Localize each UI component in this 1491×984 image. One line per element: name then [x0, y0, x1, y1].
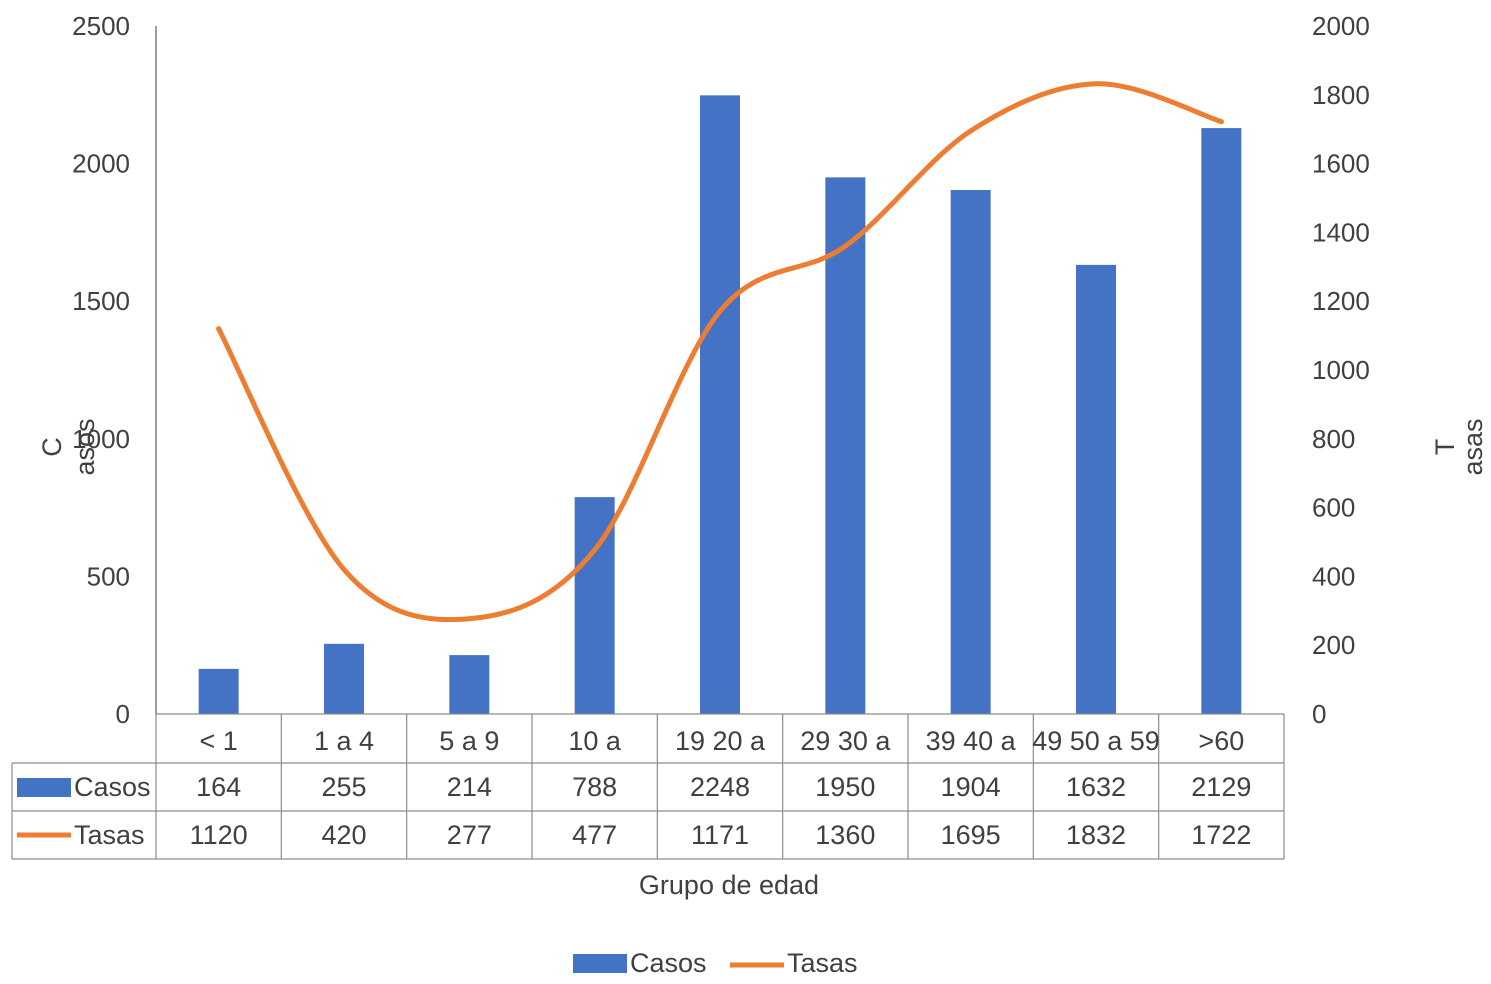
y-right-tick-label: 2000	[1312, 11, 1370, 41]
x-category-label: < 1	[200, 726, 238, 756]
table-cell-casos: 1950	[815, 772, 875, 802]
table-key-casos	[17, 778, 71, 797]
bar-series-casos	[198, 95, 1242, 715]
y-right-tick-label: 800	[1312, 424, 1355, 454]
table-cell-casos: 255	[321, 772, 366, 802]
svg-text:asas: asas	[1458, 418, 1488, 475]
legend-label-tasas: Tasas	[787, 948, 858, 978]
y-right-tick-label: 1600	[1312, 149, 1370, 179]
y-left-tick-label: 2000	[72, 149, 130, 179]
table-cell-tasas: 1695	[941, 820, 1001, 850]
table-cell-casos: 164	[196, 772, 241, 802]
y-right-tick-label: 600	[1312, 493, 1355, 523]
y-left-tick-label: 0	[116, 699, 130, 729]
y-left-axis-title: C asos	[37, 418, 100, 475]
point-tasas	[968, 128, 974, 134]
y-right-tick-label: 0	[1312, 699, 1326, 729]
y-right-tick-label: 1000	[1312, 355, 1370, 385]
x-category-label: >60	[1198, 726, 1244, 756]
x-category-label: 49 50 a 59	[1032, 726, 1160, 756]
bar-casos	[950, 190, 991, 715]
bar-casos	[324, 643, 364, 714]
bar-casos	[1076, 264, 1116, 714]
x-category-label: 19 20 a	[675, 726, 766, 756]
y-right-tick-label: 1800	[1312, 80, 1370, 110]
line-series-tasas	[216, 81, 1224, 623]
table-cell-casos: 1904	[941, 772, 1001, 802]
svg-text:T: T	[1430, 439, 1460, 456]
point-tasas	[1218, 119, 1224, 125]
table-cell-tasas: 1722	[1191, 820, 1251, 850]
svg-text:C: C	[37, 437, 67, 457]
y-left-tick-label: 1000	[72, 424, 130, 454]
y-right-axis-title: T asas	[1430, 418, 1488, 475]
point-tasas	[592, 547, 598, 553]
table-cell-casos: 1632	[1066, 772, 1126, 802]
table-cell-tasas: 420	[321, 820, 366, 850]
y-right-tick-label: 1200	[1312, 286, 1370, 316]
table-cell-tasas: 277	[447, 820, 492, 850]
bar-casos	[700, 95, 740, 714]
axes: 0 500 1000 1500 2000 2500 0 200 400 600 800 1000 120…	[72, 11, 1370, 729]
table-cell-casos: 2129	[1191, 772, 1251, 802]
x-category-label: 10 a	[568, 726, 622, 756]
table-cell-tasas: 1832	[1066, 820, 1126, 850]
y-left-tick-label: 2500	[72, 11, 130, 41]
point-tasas	[341, 567, 347, 573]
x-category-label: 1 a 4	[314, 726, 374, 756]
bar-casos	[198, 668, 239, 714]
y-right-tick-label: 400	[1312, 561, 1355, 591]
y-right-tick-label: 200	[1312, 630, 1355, 660]
table-cell-casos: 2248	[690, 772, 750, 802]
data-table: < 1 1 a 4 5 a 9 10 a 19 20 a 29 30 a 39 40 a 49…	[11, 713, 1285, 860]
table-cell-tasas: 1360	[815, 820, 875, 850]
table-cell-tasas: 477	[572, 820, 617, 850]
x-category-label: 29 30 a	[800, 726, 891, 756]
y-right-tick-label: 1400	[1312, 217, 1370, 247]
bar-casos	[825, 177, 866, 715]
legend: Casos Tasas	[573, 948, 858, 978]
x-category-label: 39 40 a	[926, 726, 1017, 756]
legend-swatch-casos	[573, 954, 627, 973]
line-tasas	[216, 81, 1224, 623]
table-cell-tasas: 1120	[190, 820, 248, 850]
table-cell-tasas: 1171	[691, 820, 749, 850]
table-cell-casos: 788	[572, 772, 617, 802]
table-row-header-tasas: Tasas	[74, 820, 145, 850]
table-cell-casos: 214	[447, 772, 492, 802]
point-tasas	[216, 326, 222, 332]
y-left-tick-label: 1500	[72, 286, 130, 316]
point-tasas	[717, 308, 723, 314]
y-left-tick-label: 500	[87, 561, 130, 591]
bar-casos	[449, 655, 490, 714]
x-category-label: 5 a 9	[439, 726, 499, 756]
svg-text:asos: asos	[70, 418, 100, 475]
bar-casos	[1201, 128, 1242, 715]
point-tasas	[466, 616, 472, 622]
legend-label-casos: Casos	[630, 948, 707, 978]
x-axis-title: Grupo de edad	[639, 870, 819, 900]
point-tasas	[1093, 81, 1099, 87]
table-row-header-casos: Casos	[74, 772, 151, 802]
point-tasas	[842, 243, 848, 249]
